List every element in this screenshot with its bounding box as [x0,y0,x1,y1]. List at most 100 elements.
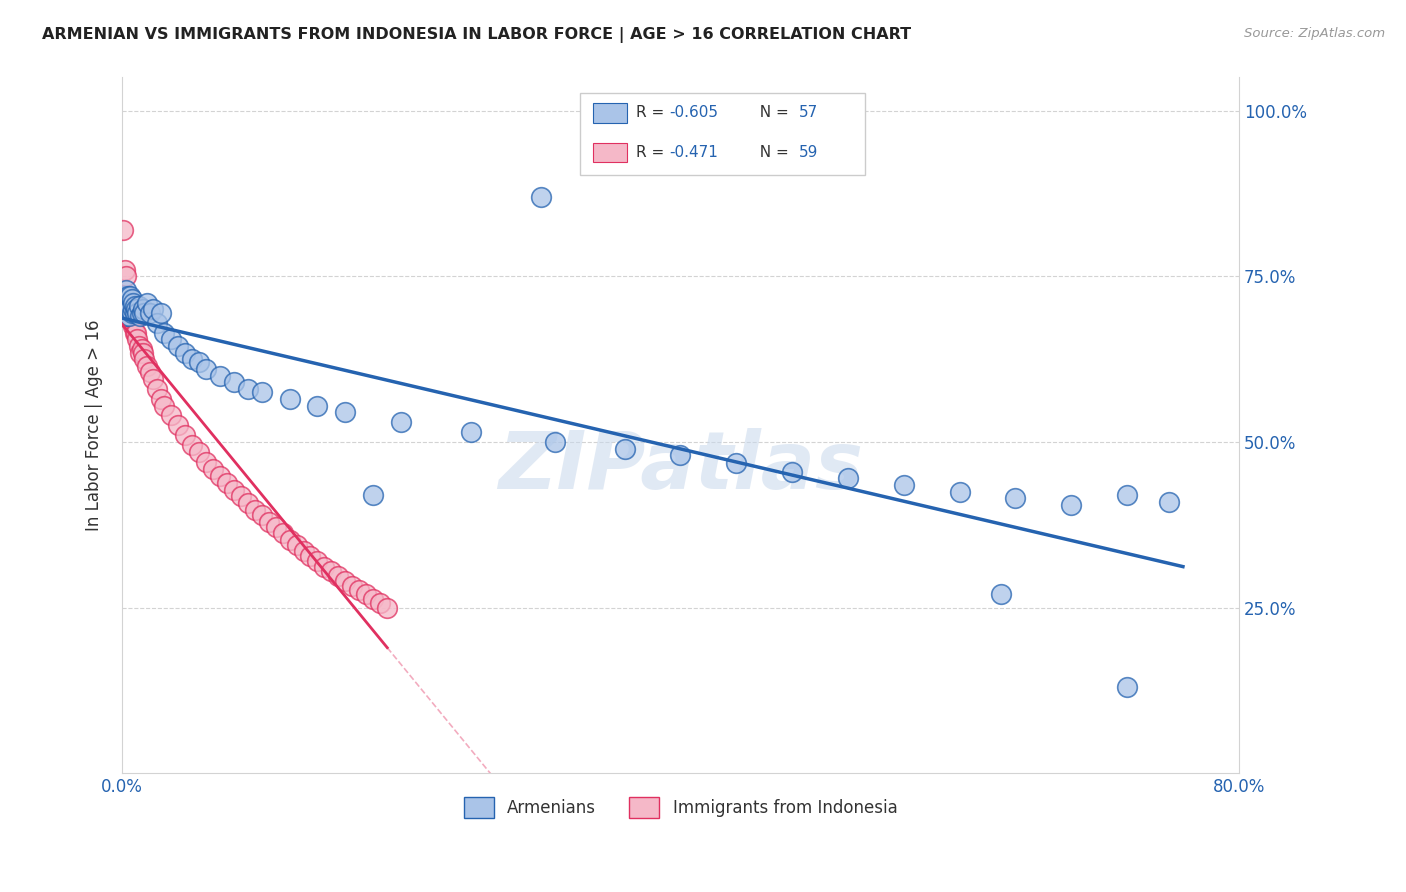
Point [115,295,138,310]
Point [187,445,209,459]
Point [307,554,329,568]
Point [335,405,357,419]
Point [194,362,217,376]
Point [215,476,238,491]
Point [124,326,146,340]
Point [121,312,143,326]
Point [160,332,183,346]
Point [129,345,152,359]
Point [122,318,145,333]
Text: -0.471: -0.471 [669,145,718,160]
Point [893,478,915,492]
Point [150,306,173,320]
Point [307,399,329,413]
Point [173,428,195,442]
Point [321,564,343,578]
Point [173,345,195,359]
Point [236,496,259,510]
Point [201,461,224,475]
Point [250,385,273,400]
Point [264,520,287,534]
Point [129,309,152,323]
Point [128,339,150,353]
Point [669,448,692,462]
Point [153,326,176,340]
Point [271,526,294,541]
Point [131,342,153,356]
Point [132,302,155,317]
Point [114,289,136,303]
Point [328,569,350,583]
Point [124,306,146,320]
Point [990,587,1012,601]
Point [120,309,142,323]
Point [222,483,245,497]
Point [118,309,141,323]
Point [121,306,143,320]
Point [124,299,146,313]
Text: -0.605: -0.605 [669,104,718,120]
Point [314,559,336,574]
Point [115,269,138,284]
Point [229,489,252,503]
Point [299,549,322,563]
Point [278,533,301,548]
Point [153,399,176,413]
Point [208,469,231,483]
Point [349,583,371,598]
Point [243,502,266,516]
Point [167,418,190,433]
Point [128,299,150,313]
Point [114,262,136,277]
Point [356,587,378,601]
Point [117,302,139,317]
Point [180,352,202,367]
Point [167,339,190,353]
Point [363,592,385,607]
Point [120,302,142,317]
Point [118,306,141,320]
Point [257,515,280,529]
Point [139,365,162,379]
Point [142,302,165,317]
Point [115,302,138,317]
Point [363,488,385,502]
Point [132,345,155,359]
Point [136,359,159,373]
Point [146,316,169,330]
Point [146,382,169,396]
Point [122,295,145,310]
Text: R =: R = [636,145,669,160]
Point [949,484,972,499]
Text: R =: R = [636,104,669,120]
Point [1116,680,1139,694]
FancyBboxPatch shape [593,103,627,123]
Point [112,223,135,237]
Point [114,289,136,303]
Point [285,538,308,552]
Point [780,465,803,479]
Text: Source: ZipAtlas.com: Source: ZipAtlas.com [1244,27,1385,40]
Point [460,425,482,439]
Point [208,368,231,383]
Point [236,382,259,396]
Point [375,600,398,615]
FancyBboxPatch shape [579,93,865,175]
Point [1157,494,1180,508]
Point [292,543,315,558]
Point [194,455,217,469]
FancyBboxPatch shape [593,143,627,162]
Text: N =: N = [749,145,793,160]
Point [368,596,391,610]
Point [120,289,142,303]
Text: 59: 59 [799,145,818,160]
Text: ZIPatlas: ZIPatlas [498,428,863,506]
Point [278,392,301,406]
Text: ARMENIAN VS IMMIGRANTS FROM INDONESIA IN LABOR FORCE | AGE > 16 CORRELATION CHAR: ARMENIAN VS IMMIGRANTS FROM INDONESIA IN… [42,27,911,43]
Point [122,302,145,317]
Point [250,508,273,522]
Point [118,295,141,310]
Point [150,392,173,406]
Point [125,302,148,317]
Point [136,295,159,310]
